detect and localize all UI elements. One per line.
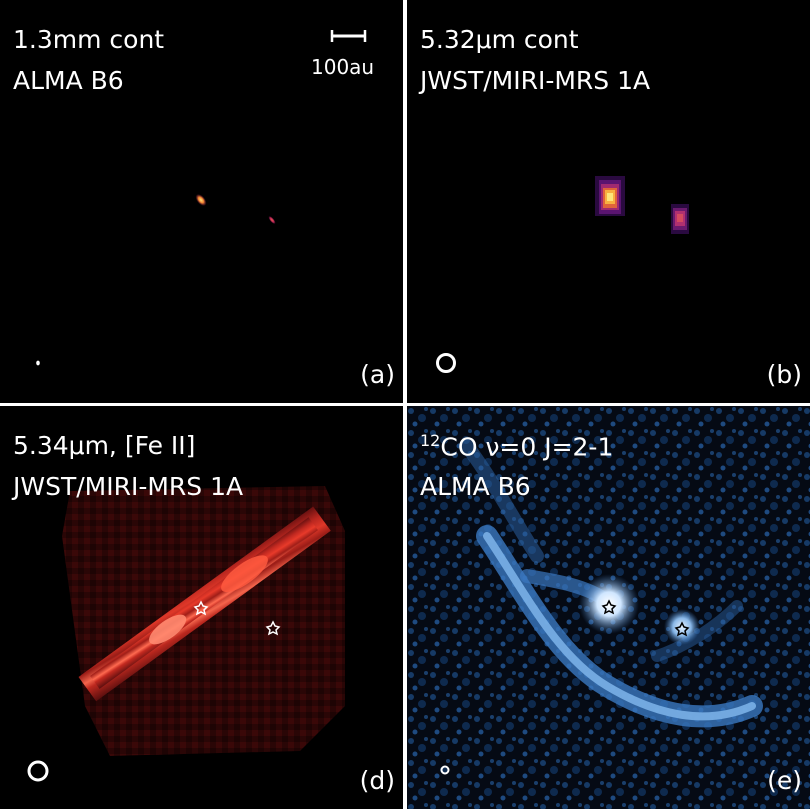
panel-d-instrument: JWST/MIRI-MRS 1A — [13, 472, 244, 501]
panel-e-instrument: ALMA B6 — [420, 472, 531, 501]
source-secondary — [671, 204, 689, 234]
star-secondary — [674, 621, 690, 637]
panel-a-title: 1.3mm cont — [13, 25, 165, 54]
panel-e-letter: (e) — [767, 766, 802, 795]
panel-a-letter: (a) — [360, 360, 395, 389]
jet-knot-north — [221, 555, 268, 593]
panel-b-letter: (b) — [766, 360, 802, 389]
star-primary — [601, 599, 617, 615]
emission-peak-secondary — [664, 609, 700, 645]
panel-a-image — [36, 30, 367, 366]
jet — [78, 506, 331, 702]
panel-b-title: 5.32μm cont — [420, 25, 579, 54]
panel-a-alma-continuum: 1.3mm cont ALMA B6 100au (a) — [0, 0, 403, 403]
panel-b-jwst-continuum: 5.32μm cont JWST/MIRI-MRS 1A (b) — [407, 0, 810, 403]
source-primary — [195, 194, 207, 206]
source-primary — [595, 176, 625, 216]
panel-e-title-text: CO ν=0 J=2-1 — [440, 432, 614, 462]
panel-e-co-line: 12CO ν=0 J=2-1 ALMA B6 (e) — [407, 406, 810, 809]
emission-peak-primary — [579, 574, 639, 634]
star-primary — [193, 600, 209, 616]
beam-marker — [36, 360, 40, 366]
star-secondary — [265, 620, 281, 636]
isotope-superscript: 12 — [420, 431, 441, 450]
beam-marker — [440, 765, 450, 775]
beam-marker — [436, 353, 456, 373]
panel-b-instrument: JWST/MIRI-MRS 1A — [420, 66, 651, 95]
panel-e-title: 12CO ν=0 J=2-1 — [420, 431, 614, 462]
panel-d-feii-line: 5.34μm, [Fe II] JWST/MIRI-MRS 1A (d) — [0, 406, 403, 809]
panel-d-letter: (d) — [359, 766, 395, 795]
panel-b-image — [436, 176, 689, 373]
scalebar-label: 100au — [311, 55, 375, 79]
source-secondary — [268, 215, 276, 225]
panel-d-image — [27, 486, 345, 782]
panel-a-instrument: ALMA B6 — [13, 66, 124, 95]
jet-knot-south — [149, 614, 187, 645]
panel-e-image — [407, 406, 810, 809]
beam-marker — [27, 760, 49, 782]
panel-d-title: 5.34μm, [Fe II] — [13, 431, 196, 460]
